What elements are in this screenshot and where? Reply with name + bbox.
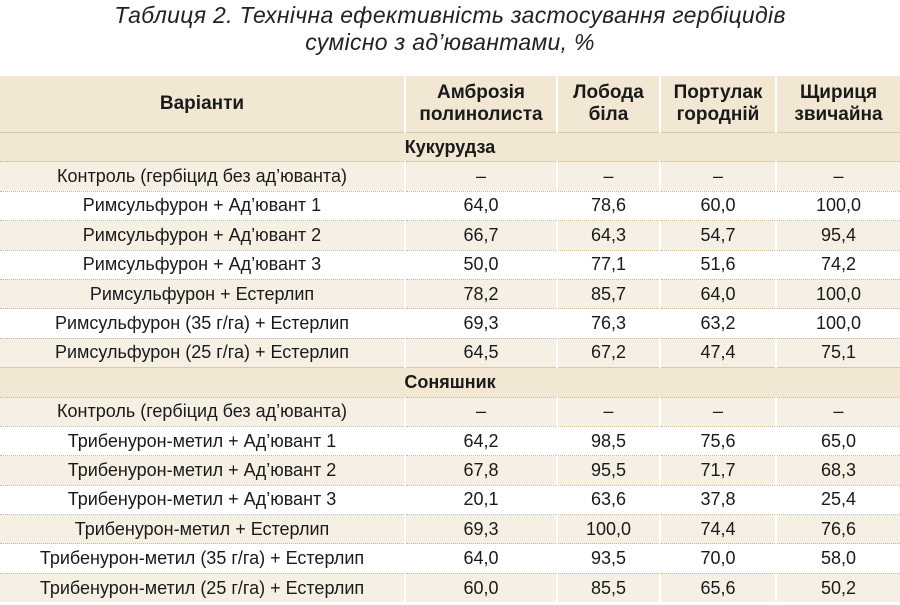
value-cell: 71,7 (659, 455, 776, 486)
value-cell: 85,5 (556, 572, 660, 603)
variant-cell: Трибенурон-метил + Ад’ювант 1 (0, 425, 405, 456)
header-loboda: Лобода біла (557, 76, 661, 133)
value-cell: 64,5 (404, 337, 557, 368)
value-cell: 68,3 (775, 455, 900, 486)
value-cell: 65,0 (775, 425, 900, 456)
table-row: Контроль (гербіцид без ад’юванта) – – – – (0, 161, 900, 192)
value-cell: 54,7 (659, 220, 776, 251)
value-cell: 51,6 (659, 249, 776, 280)
value-cell: 74,2 (775, 249, 900, 280)
value-cell: 67,8 (404, 455, 557, 486)
caption-line-2: сумісно з ад’ювантами, % (305, 29, 595, 55)
value-cell: – (659, 396, 776, 427)
value-cell: – (556, 396, 660, 427)
value-cell: 69,3 (404, 514, 557, 544)
table-row: Римсульфурон + Ад’ювант 2 66,7 64,3 54,7 95,… (0, 220, 900, 251)
value-cell: 100,0 (775, 278, 900, 309)
value-cell: 74,4 (659, 514, 776, 544)
value-cell: – (404, 161, 557, 192)
value-cell: 95,5 (556, 455, 660, 486)
value-cell: 100,0 (775, 308, 900, 339)
header-shchyrytsia: Щириця звичайна (776, 76, 900, 133)
table-row: Трибенурон-метил + Ад’ювант 3 20,1 63,6 37,… (0, 484, 900, 515)
variant-cell: Трибенурон-метил + Ад’ювант 3 (0, 484, 405, 515)
table-body: Кукурудза Контроль (гербіцид без ад’ювант… (0, 131, 900, 603)
variant-cell: Римсульфурон + Ад’ювант 3 (0, 249, 405, 280)
value-cell: 25,4 (775, 484, 900, 515)
value-cell: 64,0 (404, 543, 557, 574)
variant-cell: Римсульфурон (25 г/га) + Естерлип (0, 337, 405, 368)
variant-cell: Трибенурон-метил (25 г/га) + Естерлип (0, 572, 405, 603)
variant-cell: Римсульфурон + Естерлип (0, 278, 405, 309)
section-title: Кукурудза (0, 131, 900, 162)
value-cell: 78,6 (556, 190, 660, 221)
herbicide-efficiency-table: Варіанти Амброзія полинолиста Лобода біл… (0, 76, 900, 603)
variant-cell: Трибенурон-метил (35 г/га) + Естерлип (0, 543, 405, 574)
caption-line-1: Таблиця 2. Технічна ефективність застосу… (114, 2, 786, 28)
section-row: Соняшник (0, 367, 900, 398)
table-row: Трибенурон-метил (25 г/га) + Естерлип 60,… (0, 572, 900, 603)
table-row: Контроль (гербіцид без ад’юванта) – – – – (0, 396, 900, 427)
variant-cell: Римсульфурон + Ад’ювант 2 (0, 220, 405, 251)
value-cell: 95,4 (775, 220, 900, 251)
value-cell: 20,1 (404, 484, 557, 515)
table-caption: Таблиця 2. Технічна ефективність застосу… (0, 0, 900, 56)
value-cell: 58,0 (775, 543, 900, 574)
table-row: Трибенурон-метил + Естерлип 69,3 100,0 74,4… (0, 514, 900, 544)
variant-cell: Контроль (гербіцид без ад’юванта) (0, 396, 405, 427)
value-cell: 64,0 (659, 278, 776, 309)
value-cell: 100,0 (775, 190, 900, 221)
value-cell: – (404, 396, 557, 427)
section-row: Кукурудза (0, 131, 900, 162)
variant-cell: Трибенурон-метил + Естерлип (0, 514, 405, 544)
header-ambrosia: Амброзія полинолиста (405, 76, 558, 133)
variant-cell: Римсульфурон (35 г/га) + Естерлип (0, 308, 405, 339)
header-variant: Варіанти (0, 76, 406, 133)
value-cell: 77,1 (556, 249, 660, 280)
table-row: Римсульфурон (25 г/га) + Естерлип 64,5 67,… (0, 337, 900, 368)
value-cell: 63,2 (659, 308, 776, 339)
value-cell: 50,0 (404, 249, 557, 280)
value-cell: 93,5 (556, 543, 660, 574)
value-cell: 64,2 (404, 425, 557, 456)
table-row: Римсульфурон + Естерлип 78,2 85,7 64,0 100,0 (0, 278, 900, 309)
value-cell: 60,0 (659, 190, 776, 221)
value-cell: – (659, 161, 776, 192)
value-cell: 75,6 (659, 425, 776, 456)
table-row: Римсульфурон (35 г/га) + Естерлип 69,3 76,… (0, 308, 900, 339)
table-row: Трибенурон-метил (35 г/га) + Естерлип 64,… (0, 543, 900, 574)
section-title: Соняшник (0, 367, 900, 398)
value-cell: 75,1 (775, 337, 900, 368)
value-cell: 65,6 (659, 572, 776, 603)
value-cell: – (556, 161, 660, 192)
header-portulak: Портулак городній (660, 76, 777, 133)
table-row: Римсульфурон + Ад’ювант 3 50,0 77,1 51,6 74,… (0, 249, 900, 280)
value-cell: – (775, 396, 900, 427)
value-cell: 66,7 (404, 220, 557, 251)
value-cell: 64,0 (404, 190, 557, 221)
value-cell: 98,5 (556, 425, 660, 456)
variant-cell: Трибенурон-метил + Ад’ювант 2 (0, 455, 405, 486)
value-cell: 64,3 (556, 220, 660, 251)
value-cell: 76,6 (775, 514, 900, 544)
value-cell: 76,3 (556, 308, 660, 339)
value-cell: 100,0 (556, 514, 660, 544)
header-row: Варіанти Амброзія полинолиста Лобода біл… (0, 76, 900, 133)
value-cell: 85,7 (556, 278, 660, 309)
variant-cell: Контроль (гербіцид без ад’юванта) (0, 161, 405, 192)
variant-cell: Римсульфурон + Ад’ювант 1 (0, 190, 405, 221)
value-cell: 63,6 (556, 484, 660, 515)
value-cell: 47,4 (659, 337, 776, 368)
table-row: Трибенурон-метил + Ад’ювант 1 64,2 98,5 75,… (0, 425, 900, 456)
table-row: Римсульфурон + Ад’ювант 1 64,0 78,6 60,0 100… (0, 190, 900, 221)
value-cell: 69,3 (404, 308, 557, 339)
value-cell: 78,2 (404, 278, 557, 309)
value-cell: 50,2 (775, 572, 900, 603)
value-cell: 60,0 (404, 572, 557, 603)
value-cell: 37,8 (659, 484, 776, 515)
value-cell: – (775, 161, 900, 192)
table-row: Трибенурон-метил + Ад’ювант 2 67,8 95,5 71,… (0, 455, 900, 486)
value-cell: 70,0 (659, 543, 776, 574)
value-cell: 67,2 (556, 337, 660, 368)
